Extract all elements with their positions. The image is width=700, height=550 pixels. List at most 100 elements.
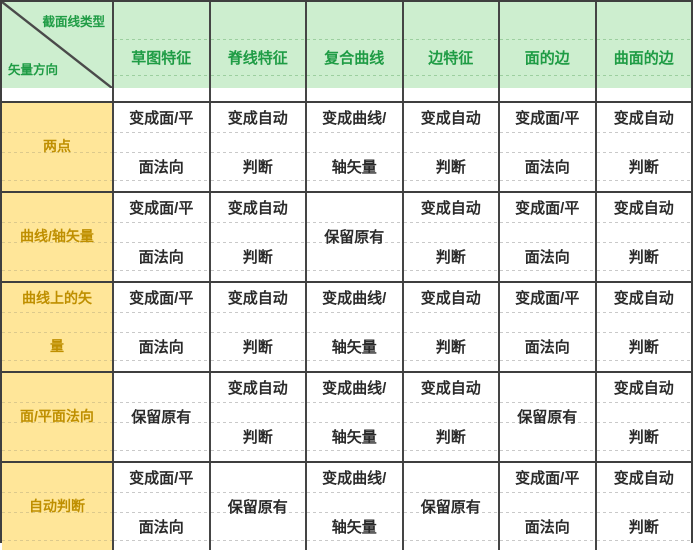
corner-bottom-label: 矢量方向: [8, 63, 59, 77]
cell-value-bottom: 判断: [242, 248, 273, 266]
data-cell-r4-c4[interactable]: 变成面/平面法向: [498, 463, 595, 550]
cell-value-top: 变成面/平: [129, 110, 194, 127]
cell-value-bottom: 判断: [435, 428, 466, 446]
cell-value-bottom: 判断: [628, 158, 659, 176]
cell-value: 保留原有: [131, 408, 192, 426]
cell-value-bottom: 判断: [435, 158, 466, 176]
data-cell-r2-c0[interactable]: 变成面/平 面法向: [112, 283, 209, 371]
cell-value: 保留原有: [324, 228, 385, 246]
cell-value-top: 变成自动: [227, 290, 288, 307]
data-cell-r2-c1[interactable]: 变成自动 判断: [208, 283, 305, 371]
column-header-0[interactable]: 草图特征: [112, 2, 209, 88]
cell-value-top: 变成自动: [613, 110, 674, 127]
cell-value-top: 变成面/平: [129, 290, 194, 307]
spacer-cell: [498, 88, 595, 101]
column-header-2[interactable]: 复合曲线: [305, 2, 402, 88]
cell-value-top: 变成自动: [613, 200, 674, 217]
cell-value-bottom: 轴矢量: [331, 428, 377, 446]
cell-value-bottom: 判断: [242, 158, 273, 176]
data-cell-r3-c0[interactable]: 保留原有: [112, 373, 209, 461]
data-cell-r1-c4[interactable]: 变成面/平 面法向: [498, 193, 595, 281]
data-cell-r1-c1[interactable]: 变成自动 判断: [208, 193, 305, 281]
data-cell-r1-c2[interactable]: 保留原有: [305, 193, 402, 281]
table-row-3: 面/平面法向 保留原有 变成自动 判断 变成曲线/轴矢量 变成自动 判断 保留原有 变成自动 判断: [2, 371, 691, 461]
data-cell-r1-c0[interactable]: 变成面/平 面法向: [112, 193, 209, 281]
cell-value-bottom: 面法向: [524, 338, 570, 356]
cell-value-top: 变成自动: [613, 380, 674, 397]
data-cell-r3-c2[interactable]: 变成曲线/轴矢量: [305, 373, 402, 461]
column-header-5[interactable]: 曲面的边: [594, 2, 691, 88]
row-label-cell-2[interactable]: 曲线上的矢量: [2, 283, 112, 371]
data-cell-r0-c2[interactable]: 变成曲线/轴矢量: [305, 103, 402, 191]
cell-value: 保留原有: [227, 498, 288, 516]
row-label-cell-1[interactable]: 曲线/轴矢量: [2, 193, 112, 281]
cell-value-top: 变成自动: [613, 470, 674, 487]
column-header-1[interactable]: 脊线特征: [208, 2, 305, 88]
table-row-4: 自动判断 变成面/平 面法向 保留原有 变成曲线/轴矢量 保留原有 变成面/平 面法向 变成自动…: [2, 461, 691, 550]
cell-value-top: 变成面/平: [515, 110, 580, 127]
data-cell-r1-c3[interactable]: 变成自动 判断: [401, 193, 498, 281]
cell-value-top: 变成自动: [613, 290, 674, 307]
row-label-text: 面/平面法向: [20, 408, 94, 424]
cell-value-top: 变成面/平: [515, 470, 580, 487]
cell-value-top: 变成自动: [227, 110, 288, 127]
spacer-cell: [2, 88, 112, 101]
data-cell-r3-c1[interactable]: 变成自动 判断: [208, 373, 305, 461]
data-cell-r0-c5[interactable]: 变成自动 判断: [594, 103, 691, 191]
cell-value-bottom: 面法向: [524, 158, 570, 176]
data-cell-r4-c1[interactable]: 保留原有: [208, 463, 305, 550]
corner-cell[interactable]: 截面线类型 矢量方向: [2, 2, 112, 88]
data-cell-r2-c2[interactable]: 变成曲线/轴矢量: [305, 283, 402, 371]
data-cell-r2-c4[interactable]: 变成面/平 面法向: [498, 283, 595, 371]
data-cell-r1-c5[interactable]: 变成自动 判断: [594, 193, 691, 281]
cell-value-bottom: 轴矢量: [331, 338, 377, 356]
cell-value-bottom: 轴矢量: [331, 158, 377, 176]
row-label-cell-3[interactable]: 面/平面法向: [2, 373, 112, 461]
row-label-cell-0[interactable]: 两点: [2, 103, 112, 191]
diagonal-line-icon: [2, 2, 112, 88]
data-cell-r0-c1[interactable]: 变成自动 判断: [208, 103, 305, 191]
spacer-cell: [594, 88, 691, 101]
cell-value-top: 变成自动: [420, 290, 481, 307]
data-cell-r3-c5[interactable]: 变成自动 判断: [594, 373, 691, 461]
cell-value-top: 变成曲线/: [322, 470, 387, 487]
cell-value-top: 变成曲线/: [322, 380, 387, 397]
data-cell-r4-c3[interactable]: 保留原有: [401, 463, 498, 550]
data-cell-r3-c3[interactable]: 变成自动 判断: [401, 373, 498, 461]
cell-value: 保留原有: [517, 408, 578, 426]
row-label-text: 两点: [43, 138, 71, 154]
cell-value-top: 变成曲线/: [322, 290, 387, 307]
data-cell-r4-c2[interactable]: 变成曲线/轴矢量: [305, 463, 402, 550]
cell-value-bottom: 判断: [242, 428, 273, 446]
cell-value-bottom: 轴矢量: [331, 518, 377, 536]
cell-value-bottom: 面法向: [524, 248, 570, 266]
data-cell-r4-c5[interactable]: 变成自动 判断: [594, 463, 691, 550]
spacer-cell: [305, 88, 402, 101]
column-header-3[interactable]: 边特征: [401, 2, 498, 88]
cell-value-bottom: 面法向: [524, 518, 570, 536]
data-cell-r2-c5[interactable]: 变成自动 判断: [594, 283, 691, 371]
column-header-4[interactable]: 面的边: [498, 2, 595, 88]
corner-top-label: 截面线类型: [42, 15, 105, 29]
cell-value-top: 变成自动: [420, 380, 481, 397]
cell-value: 保留原有: [420, 498, 481, 516]
spacer-cell: [112, 88, 209, 101]
cell-value-top: 变成面/平: [129, 470, 194, 487]
row-label-cell-4[interactable]: 自动判断: [2, 463, 112, 550]
row-label-text-line1: 曲线上的矢: [22, 289, 92, 306]
data-cell-r0-c0[interactable]: 变成面/平 面法向: [112, 103, 209, 191]
row-label-text-line2: 量: [50, 338, 64, 354]
cell-value-bottom: 面法向: [138, 248, 184, 266]
data-cell-r3-c4[interactable]: 保留原有: [498, 373, 595, 461]
spacer-cell: [208, 88, 305, 101]
row-label-text: 曲线/轴矢量: [20, 228, 94, 244]
data-cell-r2-c3[interactable]: 变成自动 判断: [401, 283, 498, 371]
cell-value-bottom: 判断: [628, 518, 659, 536]
table-row-0: 两点 变成面/平 面法向 变成自动 判断 变成曲线/轴矢量 变成自动 判断 变成面/平 面法向 变成…: [2, 101, 691, 191]
table-row-1: 曲线/轴矢量 变成面/平 面法向 变成自动 判断 保留原有 变成自动 判断 变成面/平 面法向 变成…: [2, 191, 691, 281]
data-cell-r0-c4[interactable]: 变成面/平面法向: [498, 103, 595, 191]
data-cell-r4-c0[interactable]: 变成面/平 面法向: [112, 463, 209, 550]
data-cell-r0-c3[interactable]: 变成自动 判断: [401, 103, 498, 191]
